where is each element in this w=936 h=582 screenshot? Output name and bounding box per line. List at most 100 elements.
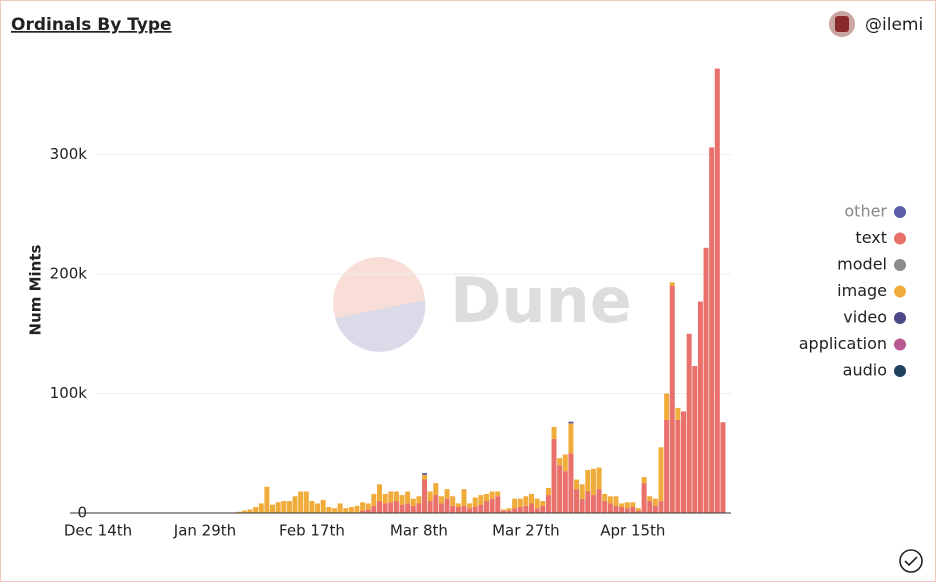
bar-segment (512, 508, 518, 513)
bar-segment (664, 393, 670, 420)
bar-segment (619, 503, 625, 508)
bar-segment (585, 491, 591, 513)
bar-segment (483, 493, 489, 502)
bar-segment (697, 301, 703, 513)
bar-segment (258, 503, 264, 513)
avatar-figure (835, 16, 849, 32)
bar-segment (630, 507, 636, 513)
bar-segment (523, 505, 529, 513)
bar-segment (365, 503, 371, 510)
bar-segment (489, 491, 495, 499)
bar-segment (410, 505, 416, 513)
bar-segment (540, 501, 546, 506)
bar-segment (371, 493, 377, 506)
bar-segment (450, 505, 456, 513)
bar-segment (292, 496, 298, 513)
bar-segment (444, 489, 450, 499)
bar-segment (540, 505, 546, 513)
bar-segment (495, 496, 501, 513)
bar-segment (523, 496, 529, 506)
bar-segment (377, 484, 382, 502)
bar-segment (399, 504, 405, 513)
bar-segment (669, 282, 675, 287)
bar-segment (596, 467, 602, 490)
x-tick-label: Apr 15th (600, 522, 665, 540)
watermark: Dune (333, 257, 632, 352)
bar-segment (534, 498, 540, 509)
bar-segment (270, 504, 276, 513)
legend-label: application (799, 334, 887, 353)
bar-segment (534, 508, 540, 513)
legend-label: other (844, 202, 887, 221)
bar-segment (652, 498, 658, 506)
bar-segment (405, 491, 411, 504)
bar-segment (264, 486, 270, 513)
chart-title: Ordinals By Type (11, 15, 172, 35)
bar-segment (579, 498, 585, 513)
legend-label: video (843, 308, 887, 327)
bar-segment (613, 505, 619, 513)
bar-segment (596, 489, 602, 513)
bar-segment (489, 498, 495, 513)
bar-segment (326, 507, 332, 513)
bar-segment (506, 508, 512, 511)
bar-segment (298, 491, 304, 513)
bar-segment (669, 286, 675, 513)
bar-segment (303, 491, 309, 513)
bar-segment (602, 501, 608, 513)
bar-segment (545, 487, 551, 496)
bar-segment (551, 438, 557, 513)
watermark-text: Dune (450, 264, 632, 337)
bar-segment (422, 474, 428, 480)
bar-segment (309, 501, 315, 513)
bar-segment (568, 453, 574, 513)
bar-segment (410, 498, 416, 506)
bar-segment (241, 510, 247, 513)
legend-swatch (894, 285, 906, 298)
bar-segment (393, 491, 399, 502)
bar-segment (607, 503, 613, 513)
bar-segment (433, 483, 439, 496)
bar-segment (360, 502, 366, 511)
x-tick-label: Mar 8th (390, 522, 448, 540)
bar-segment (286, 501, 292, 513)
bar-segment (568, 421, 574, 424)
bar-segment (483, 501, 489, 513)
bar-segment (427, 501, 433, 513)
bar-segment (692, 366, 698, 513)
bar-segment (641, 477, 647, 484)
bar-segment (607, 496, 613, 504)
bar-segment (388, 491, 394, 503)
legend-swatch (894, 232, 906, 245)
bar-segment (658, 501, 664, 513)
bar-segment (590, 495, 596, 513)
legend-swatch (894, 206, 906, 218)
bar-segment (388, 502, 394, 513)
bar-segment (635, 510, 641, 513)
y-axis-label: Num Mints (27, 244, 45, 335)
bar-segment (320, 499, 326, 513)
bar-segment (467, 503, 473, 509)
bar-segment (422, 472, 428, 475)
bar-segment (348, 507, 354, 513)
bar-segment (613, 496, 619, 506)
bar-segment (478, 495, 484, 505)
bar-segment (568, 423, 574, 454)
bar-segment (720, 422, 726, 513)
bar-segment (236, 511, 242, 513)
bar-segment (681, 411, 687, 513)
bar-segment (562, 454, 568, 472)
bar-segment (275, 502, 281, 513)
bar-segment (500, 509, 506, 511)
status-check (904, 556, 918, 567)
bar-segment (371, 505, 377, 513)
bar-segment (427, 491, 433, 502)
legend-swatch (894, 365, 906, 377)
legend-swatch (894, 312, 906, 324)
bar-segment (467, 508, 473, 513)
legend-swatch (894, 259, 906, 271)
bar-segment (658, 447, 664, 502)
bar-segment (500, 510, 506, 513)
bar-segment (517, 507, 523, 513)
bar-segment (574, 489, 580, 513)
